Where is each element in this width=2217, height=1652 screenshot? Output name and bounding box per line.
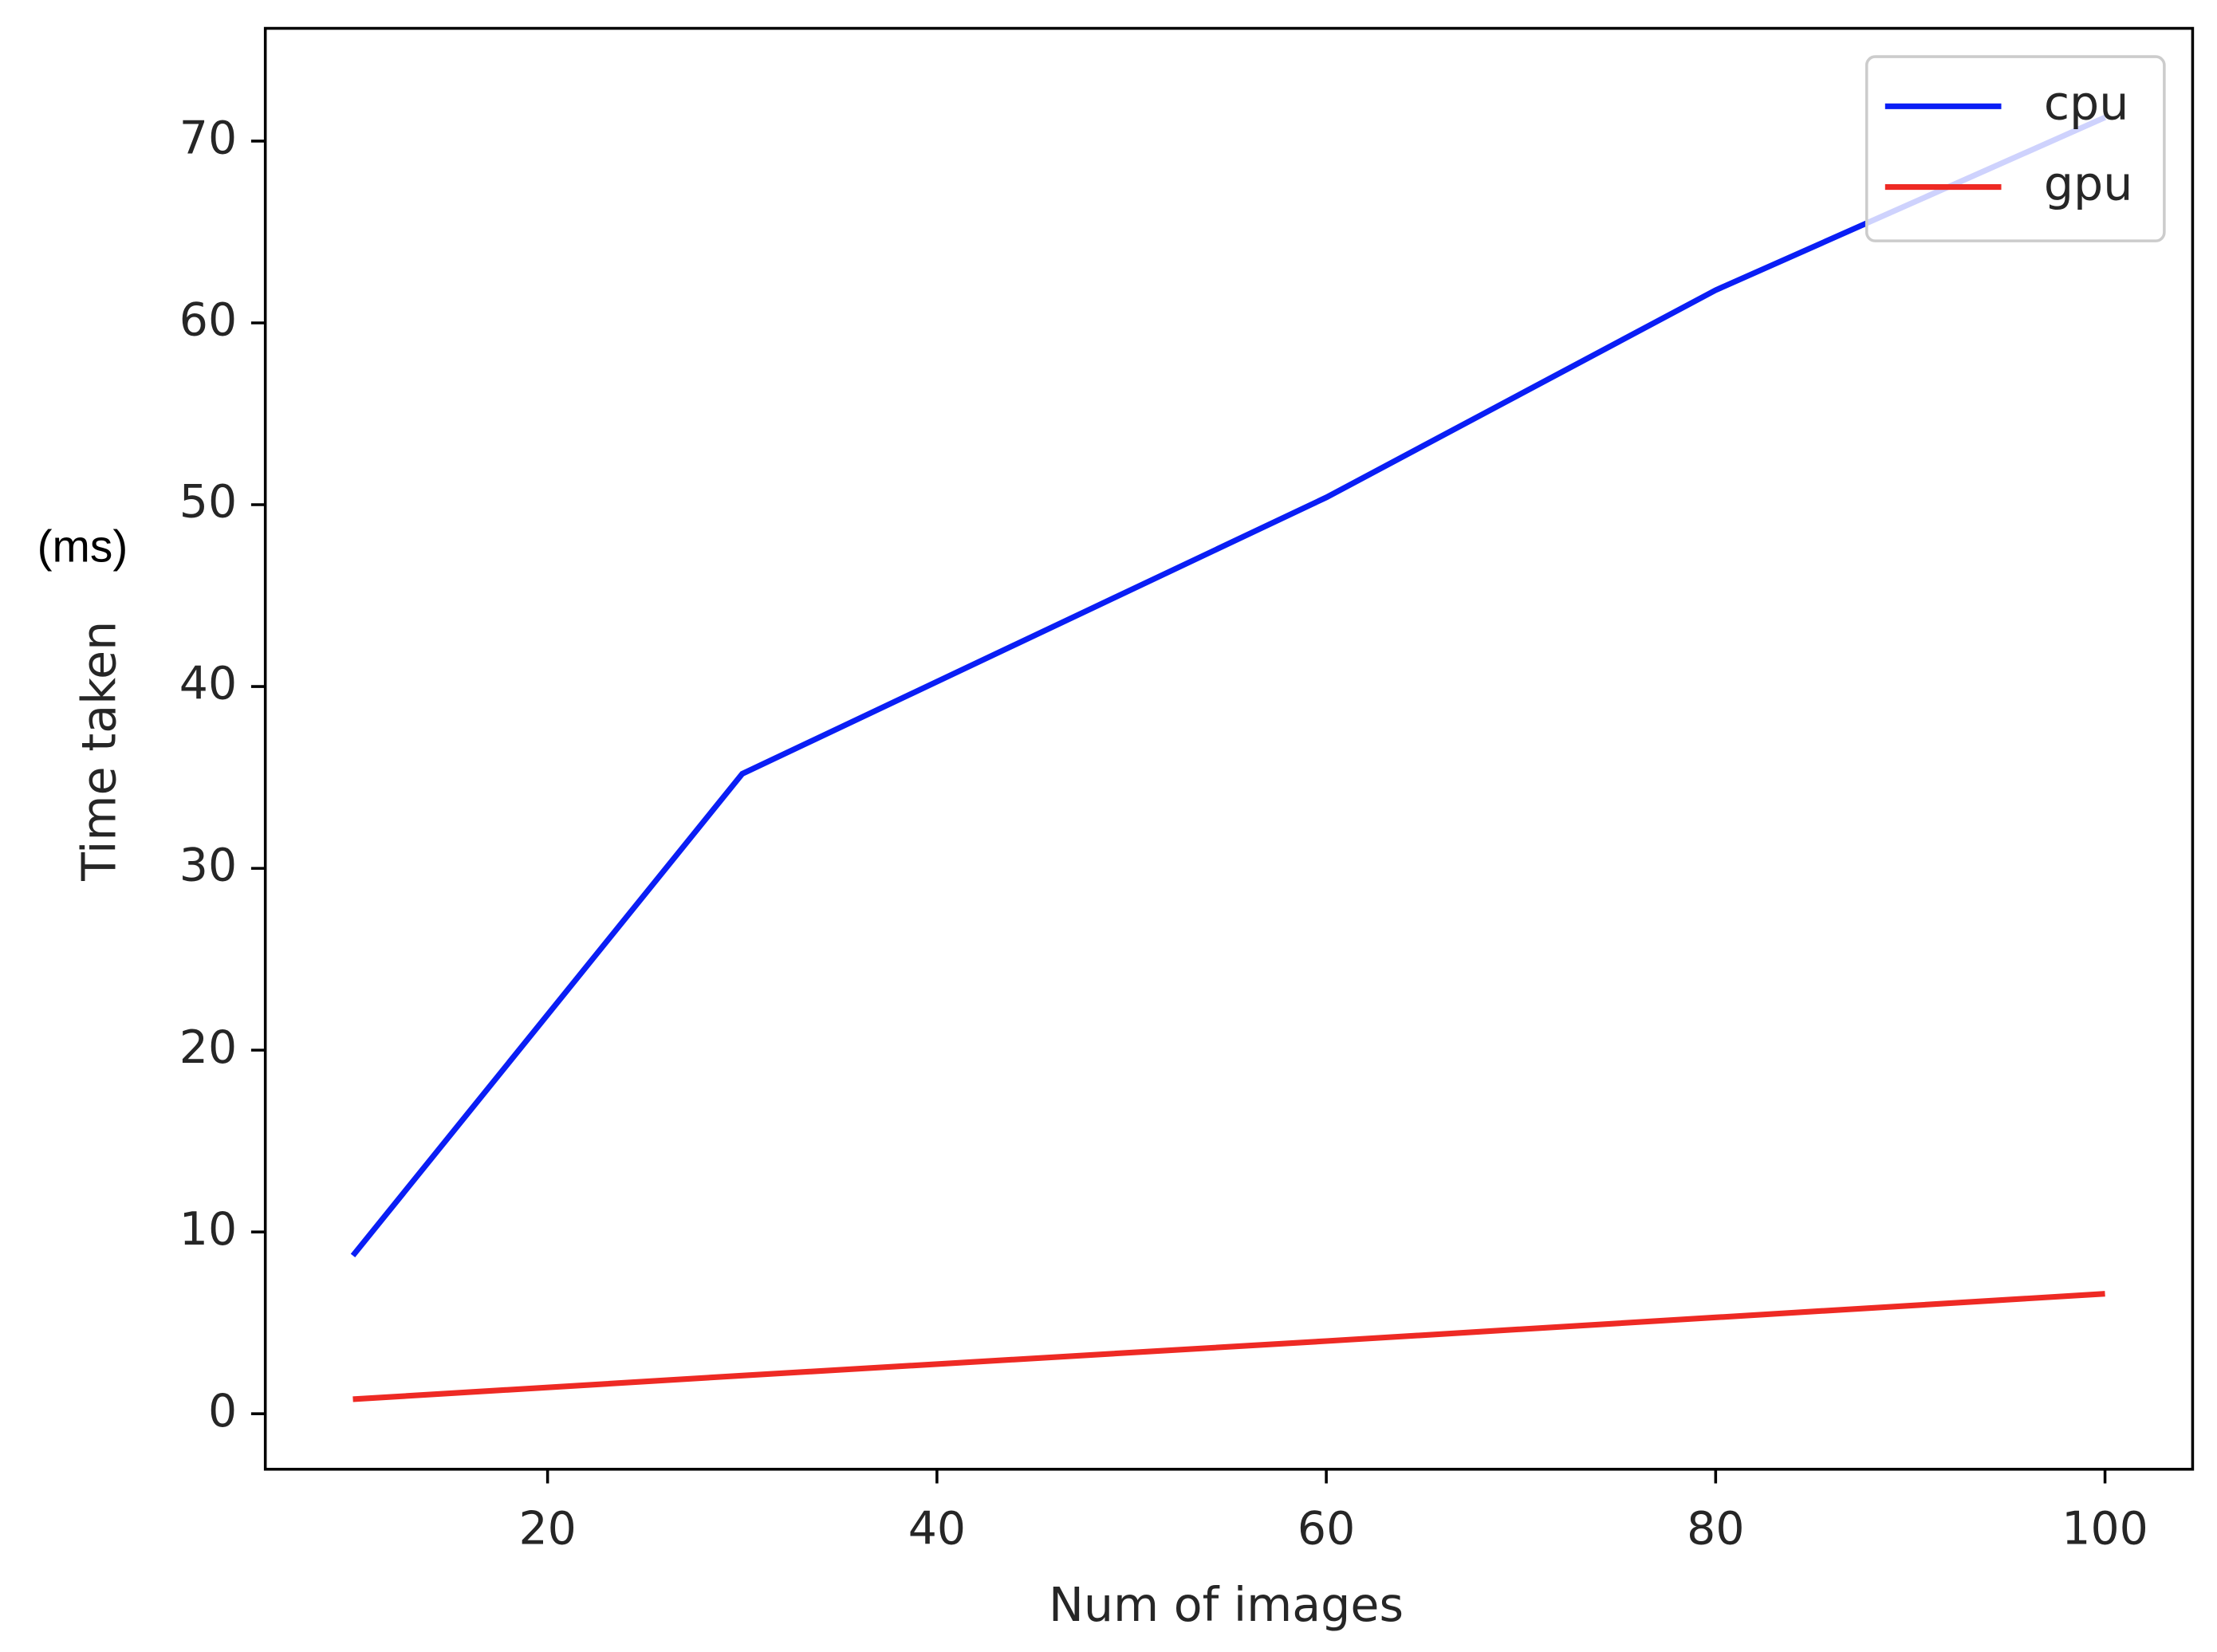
y-tick-label: 50 bbox=[179, 476, 237, 529]
y-tick-label: 40 bbox=[179, 658, 237, 710]
data-line bbox=[350, 115, 2107, 1258]
x-axis-label: Num of images bbox=[1049, 1578, 1404, 1632]
unit-note: (ms) bbox=[37, 521, 128, 572]
y-tick-label: 10 bbox=[179, 1203, 237, 1256]
y-tick-label: 70 bbox=[179, 112, 237, 165]
data-line bbox=[352, 1291, 2105, 1402]
y-tick-label: 20 bbox=[179, 1021, 237, 1074]
y-tick-label: 0 bbox=[208, 1385, 237, 1438]
y-axis-label: Time taken bbox=[72, 621, 126, 882]
x-tick-label: 80 bbox=[1687, 1503, 1744, 1556]
x-tick-label: 100 bbox=[2061, 1503, 2148, 1556]
legend-label: gpu bbox=[2044, 157, 2133, 211]
x-tick-label: 60 bbox=[1298, 1503, 1355, 1556]
plot-frame bbox=[263, 26, 2195, 1471]
legend-label: cpu bbox=[2044, 76, 2129, 130]
y-tick-label: 30 bbox=[179, 840, 237, 892]
x-tick-label: 40 bbox=[908, 1503, 966, 1556]
x-tick-label: 20 bbox=[518, 1503, 576, 1556]
y-tick-label: 60 bbox=[179, 294, 237, 347]
legend-box bbox=[1865, 55, 2166, 242]
